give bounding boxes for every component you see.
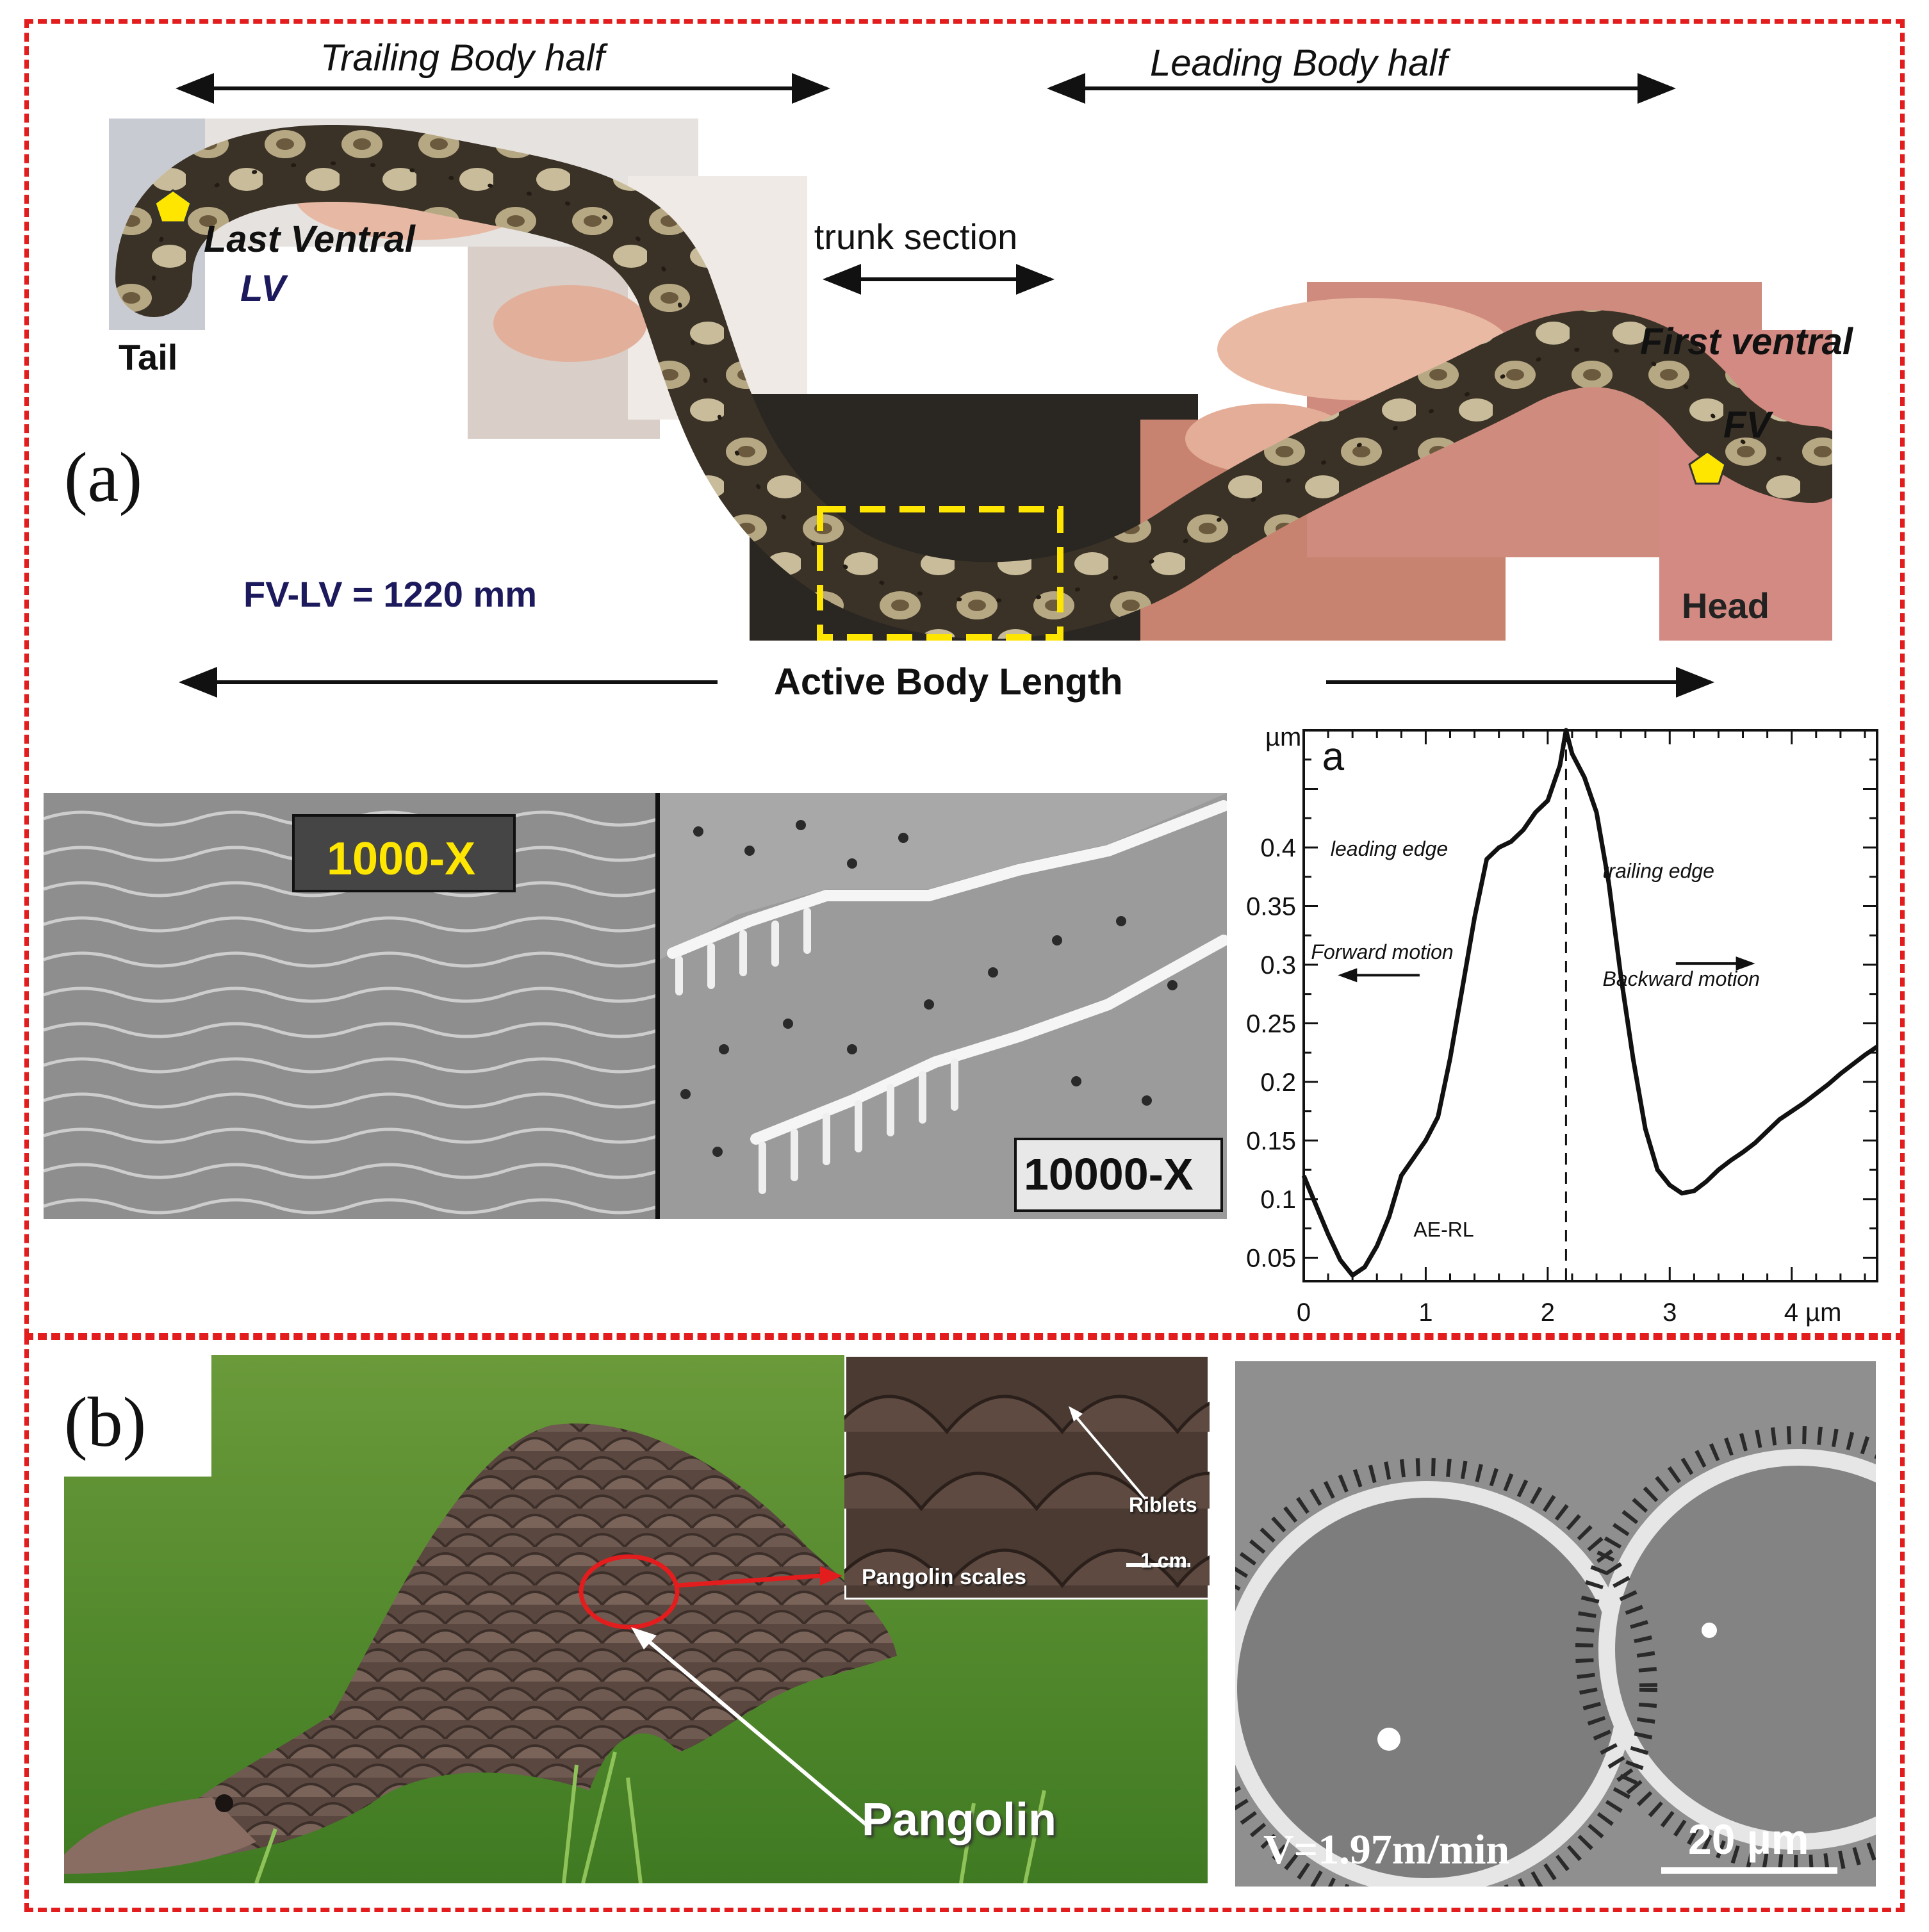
x-tick-label: 1 (1418, 1298, 1432, 1327)
y-tick-label: 0.1 (1260, 1186, 1296, 1214)
pangolin-scales-inset (844, 1355, 1210, 1600)
first-ventral-marker (1688, 450, 1727, 485)
panel-a-letter: (a) (64, 438, 143, 516)
y-tick-label: 0.05 (1246, 1244, 1296, 1272)
lv-label: LV (240, 268, 286, 309)
chart-plot-area (1302, 729, 1878, 1282)
chart-ae-rl: AE-RL (1413, 1218, 1473, 1241)
last-ventral-marker (154, 189, 192, 224)
profile-line (1301, 728, 1878, 1278)
y-tick-label: 0.2 (1260, 1068, 1296, 1097)
scale-1cm-label: 1 cm (1140, 1549, 1187, 1572)
x-tick-label: 3 (1662, 1298, 1677, 1327)
y-tick-label: 0.25 (1246, 1010, 1296, 1038)
sem-1000x-label: 1000-X (327, 833, 476, 885)
trailing-half-label: Trailing Body half (320, 37, 605, 79)
pangolin-pointer-arrow (646, 1638, 873, 1831)
chart-leading-edge: leading edge (1331, 837, 1448, 860)
active-body-length-label: Active Body Length (774, 661, 1123, 703)
y-tick-label: 0.15 (1246, 1127, 1296, 1155)
chart-y-unit: µm (1265, 723, 1301, 751)
last-ventral-label: Last Ventral (204, 218, 415, 260)
chart-forward-motion: Forward motion (1311, 940, 1453, 963)
x-tick-label: 0 (1297, 1298, 1311, 1327)
scale-highlight-ellipse (579, 1554, 680, 1630)
sem-10000x-label: 10000-X (1024, 1149, 1194, 1199)
tail-label: Tail (119, 337, 178, 377)
forward-motion-arrowhead (1338, 968, 1358, 983)
panel-b-frame (24, 1336, 1905, 1912)
sem-image-1000x (44, 793, 655, 1219)
panel-b-letter: (b) (64, 1383, 147, 1461)
sem-divider (655, 793, 660, 1219)
scale-20um-label: 20 µm (1688, 1815, 1809, 1863)
fv-lv-label: FV-LV = 1220 mm (243, 574, 538, 614)
annotation-arrows (176, 73, 1714, 698)
y-tick-label: 0.4 (1260, 834, 1296, 862)
snake-photo (109, 119, 1832, 641)
fv-label: FV (1723, 404, 1771, 446)
x-tick-label: 2 (1541, 1298, 1555, 1327)
chart-panel-label: a (1322, 735, 1345, 779)
panel-a-frame (24, 19, 1905, 1338)
pangolin-label: Pangolin (862, 1794, 1056, 1846)
head-label: Head (1682, 585, 1769, 626)
sem-image-10000x (660, 793, 1227, 1219)
x-tick-label: 4 µm (1784, 1298, 1842, 1327)
y-tick-label: 0.3 (1260, 951, 1296, 979)
first-ventral-label: First ventral (1640, 321, 1853, 363)
chart-trailing-edge: trailing edge (1603, 860, 1714, 883)
y-tick-label: 0.35 (1246, 892, 1296, 921)
chart-backward-motion: Backward motion (1603, 967, 1760, 990)
backward-motion-arrowhead (1736, 956, 1755, 971)
pangolin-scales-label: Pangolin scales (862, 1565, 1026, 1589)
riblets-label: Riblets (1129, 1493, 1197, 1516)
mid-trunk-highlight-box (817, 506, 1063, 641)
velocity-label: V=1.97m/min (1263, 1826, 1510, 1873)
sem-riblet-image (1235, 1361, 1876, 1887)
